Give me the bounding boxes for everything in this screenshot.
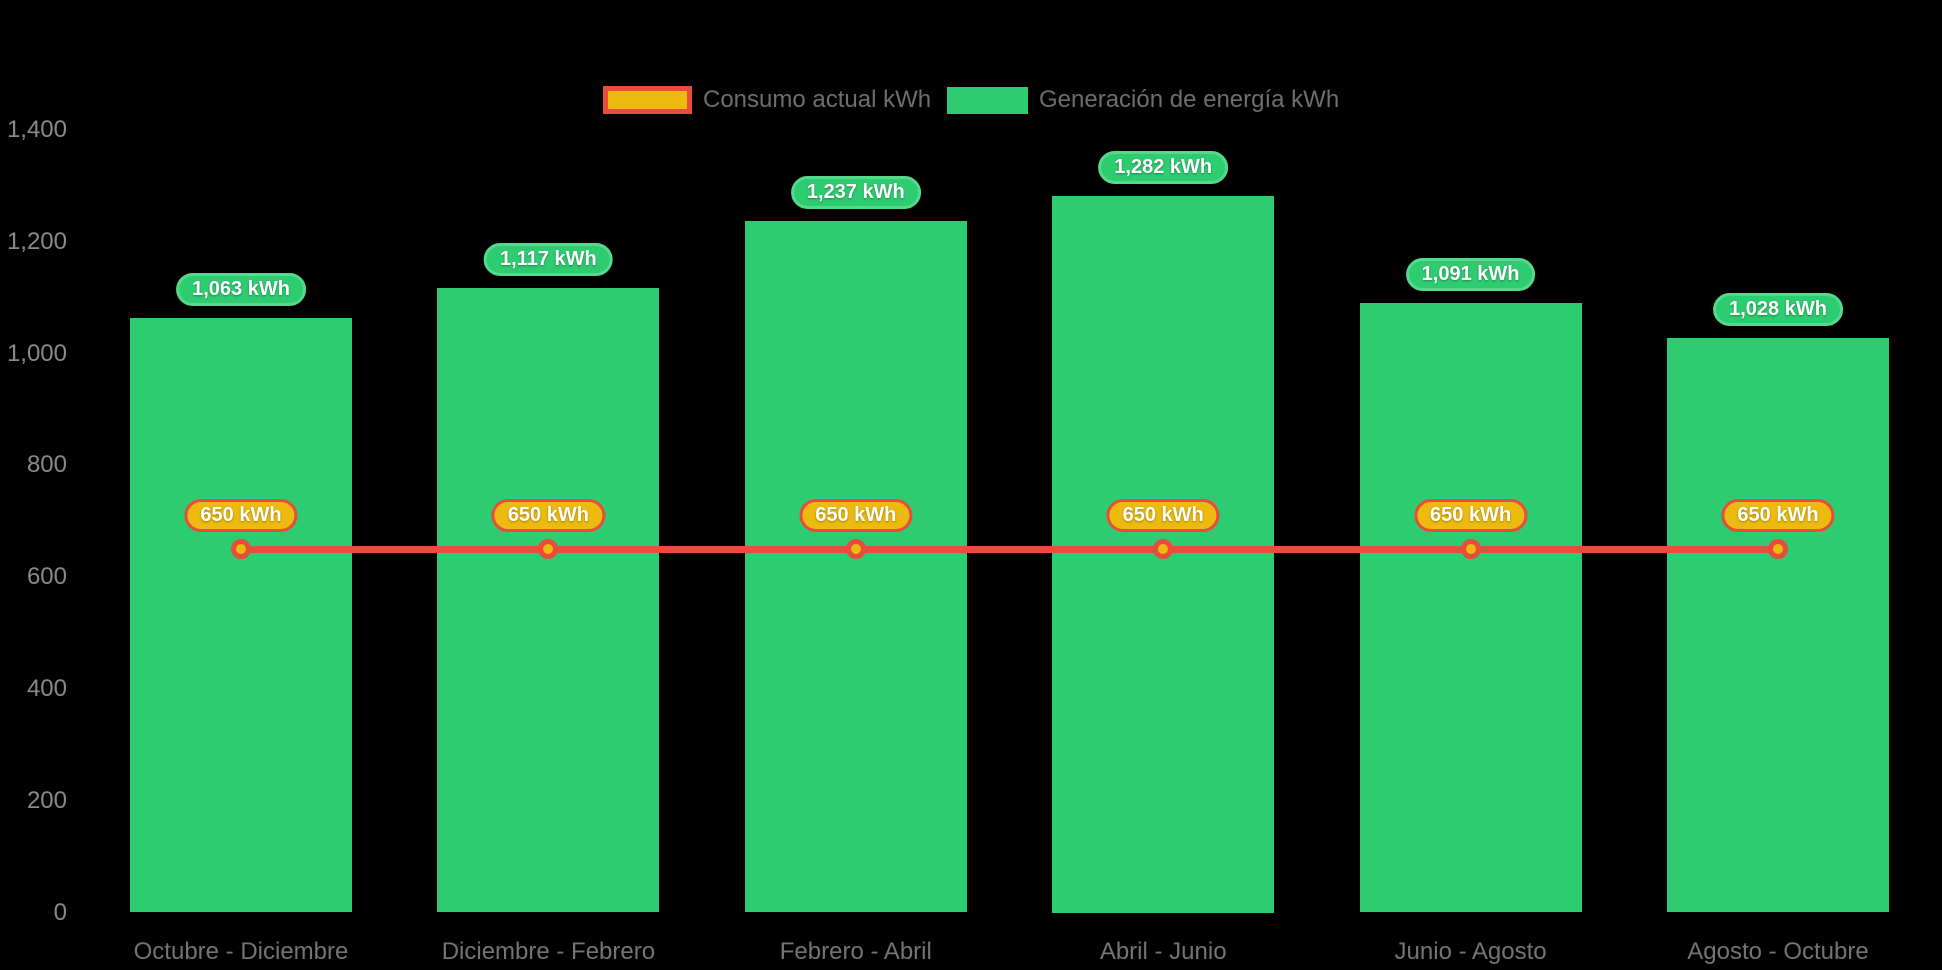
generation-value-label: 1,028 kWh — [1713, 292, 1843, 326]
consumption-value-label: 650 kWh — [1414, 499, 1528, 533]
generation-bar[interactable] — [437, 288, 660, 913]
consumption-point-marker[interactable] — [1768, 539, 1788, 560]
x-axis-category-label: Abril - Junio — [1099, 938, 1227, 965]
consumo-line-swatch-icon — [603, 86, 692, 114]
legend-label-generacion: Generación de energía kWh — [1039, 86, 1340, 113]
legend-label-consumo: Consumo actual kWh — [703, 86, 932, 113]
generation-value-label: 1,237 kWh — [790, 176, 921, 210]
consumption-point-marker[interactable] — [231, 539, 251, 560]
x-axis-category-label: Junio - Agosto — [1394, 938, 1547, 965]
y-axis-tick-label: 200 — [26, 786, 67, 814]
generation-value-label: 1,063 kWh — [176, 273, 306, 307]
consumption-value-label: 650 kWh — [1721, 499, 1835, 533]
y-axis-tick-label: 400 — [26, 674, 67, 702]
generation-bar[interactable] — [130, 318, 352, 913]
y-axis-tick-label: 1,000 — [6, 339, 67, 367]
consumption-value-label: 650 kWh — [799, 499, 913, 533]
generacion-bar-swatch-icon — [947, 86, 1028, 114]
y-axis-tick-label: 1,400 — [6, 116, 67, 143]
consumption-value-label: 650 kWh — [1106, 499, 1220, 533]
consumption-point-marker[interactable] — [538, 539, 559, 560]
legend-item-generacion-energia[interactable]: Generación de energía kWh — [947, 86, 1339, 114]
generation-bar[interactable] — [744, 221, 967, 913]
generation-bar[interactable] — [1667, 337, 1889, 913]
consumption-value-label: 650 kWh — [491, 499, 605, 533]
x-axis-category-label: Febrero - Abril — [779, 938, 932, 965]
consumption-point-marker[interactable] — [1460, 539, 1481, 560]
x-axis-category-label: Diciembre - Febrero — [441, 938, 656, 965]
x-axis-category-label: Octubre - Diciembre — [133, 938, 349, 965]
consumption-point-marker[interactable] — [845, 539, 866, 560]
consumption-line[interactable] — [241, 545, 1778, 553]
legend-item-consumo-actual[interactable]: Consumo actual kWh — [603, 86, 931, 114]
y-axis-tick-label: 0 — [53, 898, 67, 926]
y-axis-tick-label: 1,200 — [6, 227, 67, 255]
consumption-value-label: 650 kWh — [184, 499, 298, 533]
y-axis-tick-label: 800 — [26, 451, 67, 479]
generation-bar[interactable] — [1359, 302, 1582, 913]
generation-value-label: 1,282 kWh — [1098, 151, 1229, 184]
consumption-point-marker[interactable] — [1153, 539, 1174, 560]
generation-value-label: 1,117 kWh — [484, 243, 613, 277]
generation-value-label: 1,091 kWh — [1405, 257, 1536, 291]
x-axis-category-label: Agosto - Octubre — [1687, 938, 1869, 965]
y-axis-tick-label: 600 — [26, 563, 67, 591]
